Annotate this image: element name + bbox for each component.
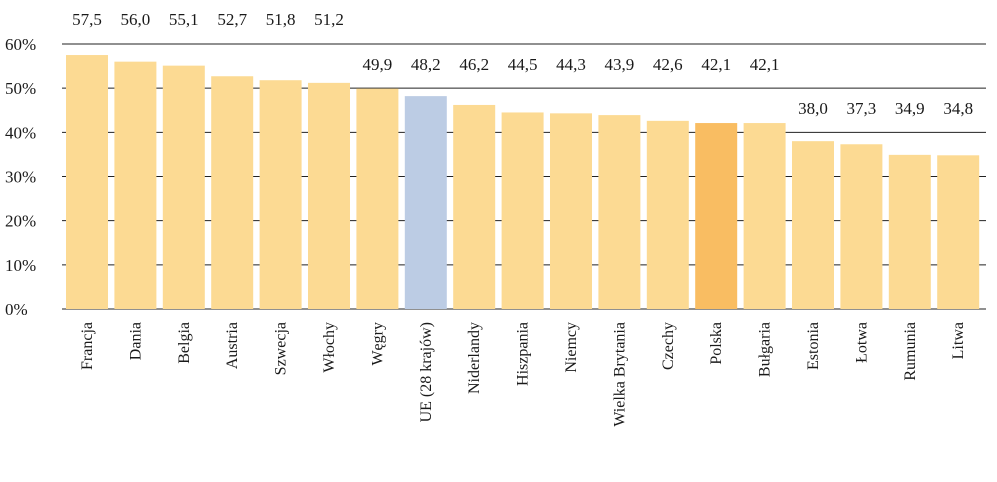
value-label: 46,2	[459, 55, 489, 74]
category-label: Włochy	[321, 322, 338, 373]
category-label: Niemcy	[563, 322, 580, 373]
category-label: Hiszpania	[515, 322, 532, 386]
category-label: Łotwa	[853, 322, 870, 363]
y-tick-label: 40%	[5, 123, 36, 142]
value-label: 49,9	[363, 55, 393, 74]
bar	[211, 76, 254, 309]
category-label: Estonia	[805, 322, 822, 370]
bar	[598, 115, 641, 309]
bar	[792, 141, 834, 309]
bar	[646, 120, 689, 309]
bars	[66, 55, 980, 310]
bar	[501, 112, 544, 309]
value-label: 42,1	[701, 55, 731, 74]
bar	[114, 61, 157, 309]
value-label: 52,7	[217, 10, 247, 29]
y-tick-label: 30%	[5, 168, 36, 187]
value-labels: 57,5 56,0 55,1 52,7 51,8 51,2 49,9 48,2 46,2 44,5…	[72, 10, 973, 118]
category-label: Rumunia	[902, 322, 919, 381]
bar	[840, 144, 883, 309]
category-label: Dania	[127, 322, 144, 360]
y-tick-label: 60%	[5, 35, 36, 54]
bar	[404, 96, 447, 309]
category-label: Wielka Brytania	[611, 322, 628, 427]
value-label: 34,9	[895, 99, 925, 118]
y-tick-label: 10%	[5, 256, 36, 275]
bar	[453, 104, 496, 309]
category-labels: Francja Dania Belgia Austria Szwecja Włochy Wę…	[79, 322, 967, 427]
y-tick-label: 0%	[5, 300, 28, 319]
value-label: 56,0	[121, 10, 151, 29]
value-label: 57,5	[72, 10, 102, 29]
bar	[356, 88, 399, 309]
bar	[550, 113, 592, 309]
value-label: 42,6	[653, 55, 683, 74]
bar	[743, 123, 786, 309]
category-label: Polska	[708, 322, 725, 365]
value-label: 42,1	[750, 55, 780, 74]
value-label: 34,8	[943, 99, 973, 118]
category-label: Czechy	[660, 322, 677, 370]
value-label: 44,3	[556, 55, 586, 74]
category-label: Belgia	[176, 322, 193, 364]
category-label: Austria	[224, 322, 241, 369]
value-label: 51,2	[314, 10, 344, 29]
category-label: Francja	[79, 322, 96, 370]
category-label: Szwecja	[273, 322, 290, 375]
value-label: 55,1	[169, 10, 199, 29]
bar	[308, 82, 350, 309]
value-label: 44,5	[508, 55, 538, 74]
value-label: 37,3	[847, 99, 877, 118]
category-label: UE (28 krajów)	[418, 322, 435, 422]
bar	[937, 155, 980, 309]
value-label: 48,2	[411, 55, 441, 74]
bar	[888, 154, 931, 309]
category-label: Węgry	[369, 322, 386, 366]
bar	[66, 55, 108, 309]
category-label: Litwa	[950, 322, 967, 359]
y-tick-label: 50%	[5, 79, 36, 98]
y-tick-label: 20%	[5, 212, 36, 231]
value-label: 43,9	[605, 55, 635, 74]
bar	[162, 65, 205, 310]
category-label: Niderlandy	[466, 322, 483, 394]
bar	[259, 80, 302, 309]
bar	[695, 123, 738, 309]
value-label: 51,8	[266, 10, 296, 29]
y-axis-ticks: 0% 10% 20% 30% 40% 50% 60%	[5, 35, 36, 319]
value-label: 38,0	[798, 99, 828, 118]
category-label: Bułgaria	[757, 322, 774, 377]
